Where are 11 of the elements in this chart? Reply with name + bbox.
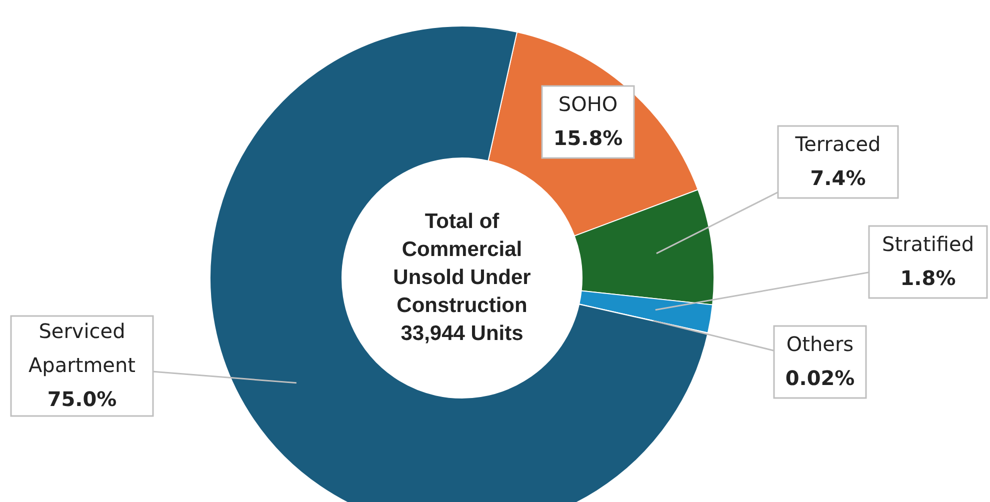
- text: Total of Commercial Unsold Under Construction 33,944 Units: [393, 210, 531, 345]
- slice-label: SOHO: [558, 92, 618, 116]
- slice-label: Others: [786, 332, 854, 356]
- slice-label: Serviced Apartment: [28, 319, 136, 377]
- slice-label: Terraced: [794, 132, 881, 156]
- data-label: 1.8%: [900, 266, 956, 290]
- data-label: 7.4%: [810, 166, 866, 190]
- data-label: 0.02%: [785, 366, 855, 390]
- slice-label: Stratified: [882, 232, 974, 256]
- data-label: 15.8%: [553, 126, 623, 150]
- data-label: 75.0%: [47, 387, 117, 411]
